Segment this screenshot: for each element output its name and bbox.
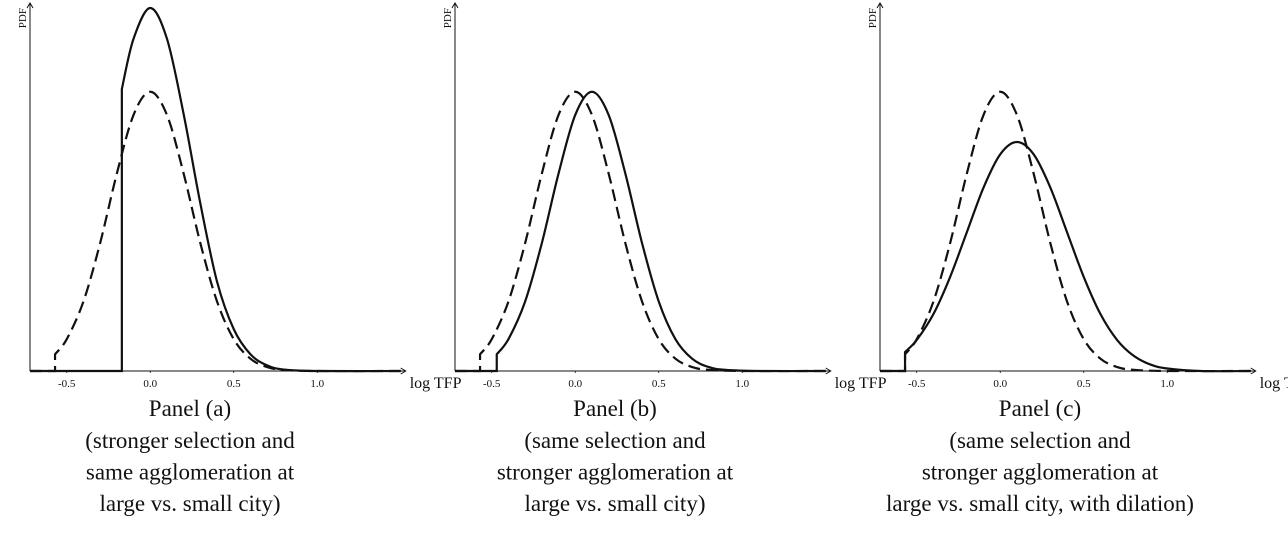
panel-caption: same agglomeration at	[86, 460, 295, 485]
pdf-curve	[29, 6, 401, 373]
y-axis-arrow	[26, 2, 34, 9]
panel: PDF log TFP -0.5 0.0 0.5 1.0 Panel (b) (same se…	[442, 2, 887, 516]
x-tick-label: 0.5	[227, 378, 241, 390]
x-axis-arrow	[400, 367, 407, 375]
panel-caption: (same selection and	[949, 428, 1131, 453]
x-axis-arrow	[825, 367, 832, 375]
x-axis-label: log TFP	[410, 375, 462, 392]
x-tick-label: 1.0	[735, 378, 749, 390]
x-tick-label: -0.5	[483, 378, 501, 390]
panel-title: Panel (c)	[999, 396, 1081, 421]
x-axis-label: log TFP	[835, 375, 887, 392]
y-axis-label: PDF	[17, 8, 29, 28]
panel-title: Panel (b)	[573, 396, 657, 421]
panel-caption: large vs. small city, with dilation)	[886, 491, 1194, 516]
x-tick-label: 0.0	[143, 378, 157, 390]
panel-caption: large vs. small city)	[100, 491, 281, 516]
x-tick-label: 0.5	[1077, 378, 1091, 390]
panel: PDF log TFP -0.5 0.0 0.5 1.0 Panel (a) (stronge…	[17, 2, 462, 516]
x-tick-label: 1.0	[1160, 378, 1174, 390]
y-axis-label: PDF	[442, 8, 454, 28]
y-axis-label: PDF	[867, 8, 879, 28]
x-tick-label: 1.0	[310, 378, 324, 390]
x-tick-label: -0.5	[908, 378, 926, 390]
panel-caption: stronger agglomeration at	[497, 460, 734, 485]
panel-title: Panel (a)	[149, 396, 231, 421]
x-tick-label: -0.5	[58, 378, 76, 390]
pdf-curve	[879, 90, 1251, 373]
pdf-curve	[454, 90, 826, 373]
panel-caption: large vs. small city)	[525, 491, 706, 516]
panel: PDF log TFP -0.5 0.0 0.5 1.0 Panel (c) (same se…	[867, 2, 1288, 516]
x-tick-label: 0.5	[652, 378, 666, 390]
x-axis-arrow	[1250, 367, 1257, 375]
pdf-curve	[29, 90, 401, 373]
panel-caption: stronger agglomeration at	[922, 460, 1159, 485]
panel-caption: (same selection and	[524, 428, 706, 453]
panel-caption: (stronger selection and	[85, 428, 295, 453]
y-axis-arrow	[876, 2, 884, 9]
x-axis-label: log TFP	[1260, 375, 1288, 392]
x-tick-label: 0.0	[993, 378, 1007, 390]
pdf-curve	[454, 90, 826, 373]
pdf-curve	[879, 140, 1251, 373]
y-axis-arrow	[451, 2, 459, 9]
x-tick-label: 0.0	[568, 378, 582, 390]
